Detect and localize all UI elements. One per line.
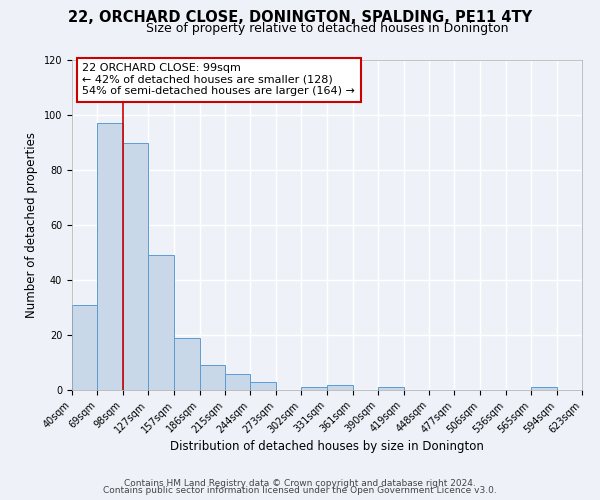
Bar bbox=[326, 384, 353, 390]
Bar bbox=[97, 123, 123, 390]
X-axis label: Distribution of detached houses by size in Donington: Distribution of detached houses by size … bbox=[170, 440, 484, 453]
Bar bbox=[200, 365, 225, 390]
Y-axis label: Number of detached properties: Number of detached properties bbox=[25, 132, 38, 318]
Bar bbox=[123, 142, 148, 390]
Text: 22 ORCHARD CLOSE: 99sqm
← 42% of detached houses are smaller (128)
54% of semi-d: 22 ORCHARD CLOSE: 99sqm ← 42% of detache… bbox=[82, 64, 355, 96]
Bar bbox=[301, 387, 326, 390]
Bar bbox=[225, 374, 250, 390]
Bar bbox=[72, 304, 97, 390]
Text: 22, ORCHARD CLOSE, DONINGTON, SPALDING, PE11 4TY: 22, ORCHARD CLOSE, DONINGTON, SPALDING, … bbox=[68, 10, 532, 25]
Bar bbox=[531, 387, 557, 390]
Text: Contains public sector information licensed under the Open Government Licence v3: Contains public sector information licen… bbox=[103, 486, 497, 495]
Text: Contains HM Land Registry data © Crown copyright and database right 2024.: Contains HM Land Registry data © Crown c… bbox=[124, 478, 476, 488]
Bar bbox=[378, 387, 404, 390]
Bar bbox=[250, 382, 276, 390]
Title: Size of property relative to detached houses in Donington: Size of property relative to detached ho… bbox=[146, 22, 508, 35]
Bar bbox=[175, 338, 200, 390]
Bar bbox=[148, 255, 175, 390]
